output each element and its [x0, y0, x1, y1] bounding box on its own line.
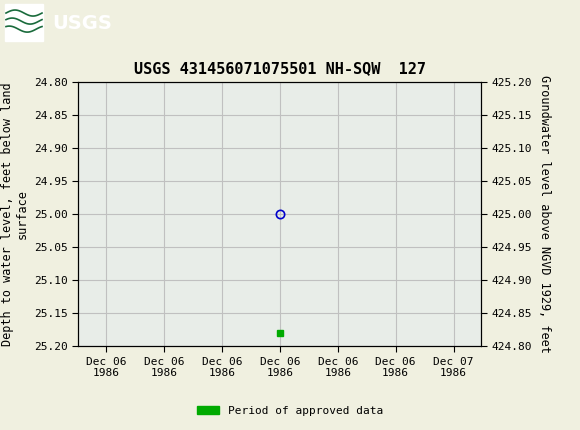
- Text: USGS: USGS: [52, 14, 112, 33]
- Y-axis label: Groundwater level above NGVD 1929, feet: Groundwater level above NGVD 1929, feet: [538, 75, 551, 353]
- Legend: Period of approved data: Period of approved data: [193, 401, 387, 420]
- Title: USGS 431456071075501 NH-SQW  127: USGS 431456071075501 NH-SQW 127: [134, 61, 426, 77]
- Bar: [5, 4, 43, 41]
- Y-axis label: Depth to water level, feet below land
surface: Depth to water level, feet below land su…: [1, 82, 28, 346]
